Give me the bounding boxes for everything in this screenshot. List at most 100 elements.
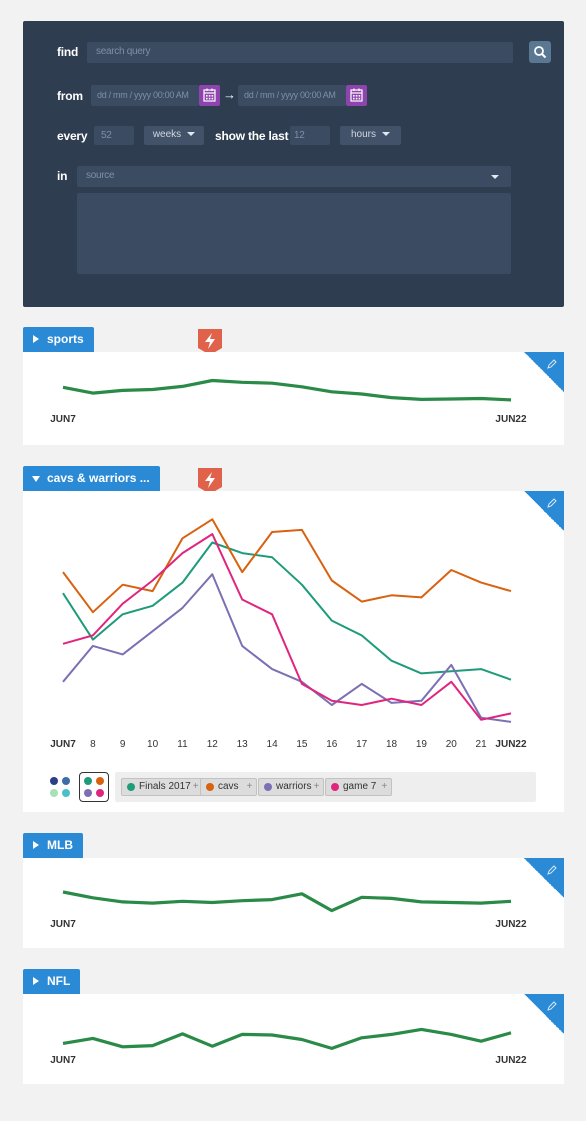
pencil-icon xyxy=(547,865,557,875)
lightning-icon[interactable] xyxy=(196,327,224,356)
x-tick-label: 14 xyxy=(267,739,279,750)
edit-corner-button[interactable] xyxy=(524,491,564,531)
series-line-finals-2017 xyxy=(62,541,512,681)
show-last-value-input[interactable]: 12 xyxy=(290,126,330,145)
plus-icon[interactable]: + xyxy=(381,781,388,792)
series-line-cavs xyxy=(62,518,512,614)
in-label: in xyxy=(57,169,68,183)
edit-corner-button[interactable] xyxy=(524,352,564,392)
legend-label: cavs xyxy=(218,781,239,792)
palette-dark-option[interactable] xyxy=(45,772,75,802)
legend-dot xyxy=(206,783,214,791)
legend-chip-finals-2017[interactable]: Finals 2017 + xyxy=(121,778,204,796)
topic-tab-mlb[interactable]: MLB xyxy=(23,833,83,858)
series-line-warriors xyxy=(62,573,512,723)
x-tick-label: 12 xyxy=(207,739,219,750)
palette-swatch xyxy=(96,789,104,797)
x-tick-label: JUN22 xyxy=(495,739,527,750)
trend-chart-nfl: JUN7 JUN22 xyxy=(50,1027,527,1066)
edit-corner-button[interactable] xyxy=(524,858,564,898)
legend-dot xyxy=(264,783,272,791)
x-tick-label: 15 xyxy=(296,739,308,750)
legend-chip-cavs[interactable]: cavs + xyxy=(200,778,258,796)
x-tick-label: 20 xyxy=(446,739,458,750)
search-input[interactable]: search query xyxy=(87,42,513,63)
from-calendar-button[interactable] xyxy=(199,85,220,106)
plus-icon[interactable]: + xyxy=(246,781,253,792)
palette-swatch xyxy=(96,777,104,785)
query-panel: find search query from dd / mm / yyyy 00… xyxy=(23,21,564,307)
topic-name: cavs & warriors ... xyxy=(47,471,150,485)
show-last-label: show the last xyxy=(215,129,289,143)
plus-icon[interactable]: + xyxy=(192,781,199,792)
series-line-trend xyxy=(62,1027,512,1051)
triangle-right-icon xyxy=(33,335,39,343)
x-tick-label: 17 xyxy=(356,739,368,750)
trend-chart-cavs-warriors: JUN7 8 9 10 11 12 13 14 15 16 17 18 19 20 21 JUN22 xyxy=(50,518,527,750)
every-value-input[interactable]: 52 xyxy=(94,126,134,145)
x-tick-label: 13 xyxy=(237,739,249,750)
topic-card-nfl: JUN7 JUN22 xyxy=(23,994,564,1084)
x-tick-label: 16 xyxy=(326,739,338,750)
chevron-down-icon xyxy=(382,132,390,137)
trend-chart-mlb: JUN7 JUN22 xyxy=(50,890,527,930)
x-tick-label: JUN22 xyxy=(495,1055,527,1066)
topic-card-sports: JUN7 JUN22 xyxy=(23,352,564,445)
palette-swatch xyxy=(50,777,58,785)
topic-tab-nfl[interactable]: NFL xyxy=(23,969,81,994)
legend-label: Finals 2017 xyxy=(139,781,191,792)
edit-corner-button[interactable] xyxy=(524,994,564,1034)
palette-swatch xyxy=(84,777,92,785)
search-icon xyxy=(534,46,547,59)
x-tick-label: 19 xyxy=(416,739,428,750)
topic-name: sports xyxy=(47,332,84,346)
to-date-input[interactable]: dd / mm / yyyy 00:00 AM xyxy=(238,85,346,106)
triangle-down-icon xyxy=(32,476,40,482)
chevron-down-icon[interactable] xyxy=(491,175,499,179)
every-unit-value: weeks xyxy=(152,129,182,140)
palette-bright-option[interactable] xyxy=(79,772,109,802)
topic-tab-sports[interactable]: sports xyxy=(23,327,94,352)
search-button[interactable] xyxy=(529,41,551,63)
source-select[interactable]: source xyxy=(77,166,511,187)
triangle-right-icon xyxy=(33,841,39,849)
every-label: every xyxy=(57,129,88,143)
legend-label: game 7 xyxy=(343,781,377,792)
chevron-down-icon xyxy=(187,132,196,137)
palette-swatch xyxy=(50,789,58,797)
show-last-unit-select[interactable]: hours xyxy=(340,126,401,145)
calendar-icon xyxy=(350,88,363,102)
calendar-icon xyxy=(203,88,216,102)
legend-chip-game-7[interactable]: game 7 + xyxy=(325,778,393,796)
topic-tab-cavs-warriors[interactable]: cavs & warriors ... xyxy=(23,466,160,491)
to-calendar-button[interactable] xyxy=(346,85,367,106)
series-line-trend xyxy=(62,890,512,913)
series-line-game-7 xyxy=(62,533,512,721)
source-list-box[interactable] xyxy=(77,193,511,274)
x-tick-label: JUN22 xyxy=(495,919,527,930)
x-tick-label: JUN7 xyxy=(50,1055,76,1066)
legend-chip-warriors[interactable]: warriors + xyxy=(258,778,325,796)
topic-card-cavs-warriors: JUN7 8 9 10 11 12 13 14 15 16 17 18 19 20 21 JUN22 xyxy=(23,491,564,812)
topic-name: MLB xyxy=(47,838,73,852)
x-tick-label: JUN22 xyxy=(495,414,527,425)
every-unit-select[interactable]: weeks xyxy=(144,126,204,145)
topic-name: NFL xyxy=(47,974,71,988)
x-tick-label: JUN7 xyxy=(50,919,76,930)
legend-dot xyxy=(127,783,135,791)
x-tick-label: JUN7 xyxy=(50,739,76,750)
palette-swatch xyxy=(84,789,92,797)
palette-swatch xyxy=(62,789,70,797)
from-date-input[interactable]: dd / mm / yyyy 00:00 AM xyxy=(91,85,199,106)
x-tick-label: 9 xyxy=(120,739,126,750)
palette-swatch xyxy=(62,777,70,785)
show-last-unit-value: hours xyxy=(350,129,376,140)
lightning-icon[interactable] xyxy=(196,466,224,495)
legend-dot xyxy=(331,783,339,791)
series-line-trend xyxy=(62,378,512,402)
x-tick-label: 18 xyxy=(386,739,398,750)
plus-icon[interactable]: + xyxy=(313,781,320,792)
x-tick-label: 21 xyxy=(476,739,488,750)
trend-chart-sports: JUN7 JUN22 xyxy=(50,378,527,425)
x-tick-label: JUN7 xyxy=(50,414,76,425)
